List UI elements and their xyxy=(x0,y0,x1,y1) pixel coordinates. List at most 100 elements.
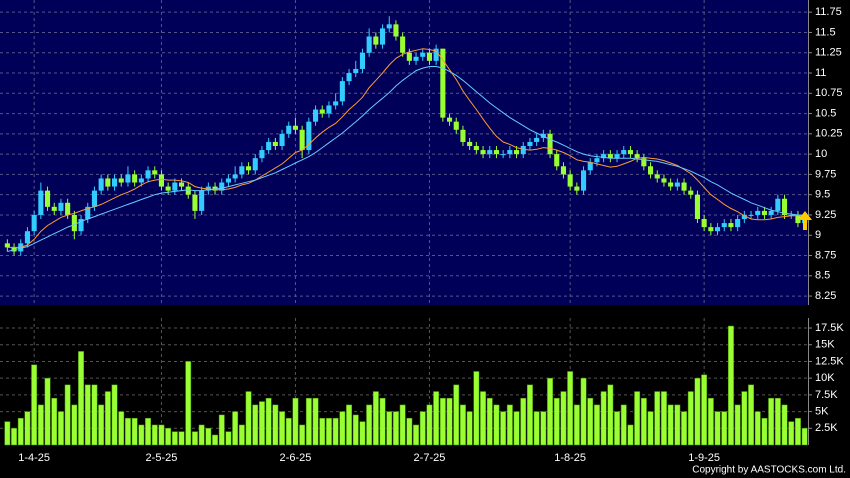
volume-bar xyxy=(547,377,553,446)
volume-bar xyxy=(252,404,259,446)
volume-bar xyxy=(533,411,540,446)
volume-bar xyxy=(366,404,373,446)
candle-body xyxy=(279,133,285,147)
candle-body xyxy=(313,109,319,122)
candle-body xyxy=(701,219,707,228)
candle-body xyxy=(172,182,178,191)
volume-bar xyxy=(600,391,607,446)
candle-body xyxy=(339,81,345,102)
volume-bar xyxy=(379,397,386,446)
y-tick-label: 9.5 xyxy=(815,189,830,201)
volume-bar xyxy=(433,391,440,446)
volume-bar xyxy=(165,428,172,446)
candle-body xyxy=(38,190,44,215)
candle-body xyxy=(527,141,533,147)
volume-bar xyxy=(131,418,138,446)
volume-bar xyxy=(138,424,145,446)
volume-bar xyxy=(259,401,265,446)
volume-layer: 2.5K 5K 7.5K 10K 12.5K 15K 17.5K 1-4-25 2-5-25 2-… xyxy=(0,318,844,464)
y-tick-label: 9.25 xyxy=(815,209,836,221)
candle-body xyxy=(380,28,386,45)
candle-body xyxy=(554,154,560,167)
x-tick-label: 1-4-25 xyxy=(18,452,50,464)
candle-body xyxy=(286,125,292,134)
candle-body xyxy=(560,166,566,175)
volume-bar xyxy=(11,428,17,446)
volume-bar xyxy=(31,364,38,446)
volume-bar xyxy=(272,404,279,446)
candle-body xyxy=(51,206,57,211)
candle-body xyxy=(741,214,747,220)
volume-axis-line xyxy=(808,318,809,445)
volume-bar xyxy=(614,411,620,446)
candle-body xyxy=(547,133,553,155)
volume-bar xyxy=(493,404,500,446)
volume-bar xyxy=(145,418,151,446)
volume-bar xyxy=(587,397,594,446)
volume-bar xyxy=(372,391,379,446)
candle-body xyxy=(400,36,406,53)
volume-bar xyxy=(721,411,728,446)
candle-body xyxy=(179,182,185,187)
volume-bar xyxy=(788,421,795,446)
volume-bar xyxy=(573,404,580,446)
candle-body xyxy=(272,141,278,147)
candle-body xyxy=(587,162,593,171)
candle-body xyxy=(78,219,84,232)
candle-body xyxy=(607,154,613,159)
candle-body xyxy=(594,158,600,163)
y-tick-label: 10.25 xyxy=(815,128,843,140)
candle-body xyxy=(715,227,721,232)
y-tick-label: 8.5 xyxy=(815,270,830,282)
candle-body xyxy=(634,154,640,159)
candle-body xyxy=(748,214,754,216)
candle-body xyxy=(467,141,473,147)
candle-body xyxy=(246,166,252,171)
volume-bar xyxy=(232,411,239,446)
volume-bar xyxy=(4,421,11,446)
y-tick-label: 9 xyxy=(815,229,821,241)
candle-body xyxy=(259,150,265,159)
volume-bar xyxy=(185,361,192,446)
volume-bar xyxy=(58,411,64,446)
volume-bar xyxy=(279,411,285,446)
volume-bar xyxy=(446,397,453,446)
volume-bar xyxy=(171,431,178,446)
volume-bar xyxy=(312,397,319,446)
volume-bar xyxy=(37,404,44,446)
candle-body xyxy=(487,150,493,155)
candle-body xyxy=(165,186,171,191)
volume-bar xyxy=(781,404,788,446)
volume-bar xyxy=(748,384,754,446)
candle-body xyxy=(581,170,587,191)
candle-body xyxy=(232,174,238,179)
x-tick-label: 1-8-25 xyxy=(554,452,586,464)
candle-body xyxy=(681,182,687,191)
x-tick-label: 2-5-25 xyxy=(146,452,178,464)
candle-body xyxy=(688,190,694,195)
candle-body xyxy=(500,154,506,156)
volume-bar xyxy=(104,391,111,446)
volume-bar xyxy=(359,421,366,446)
volume-bar xyxy=(319,418,326,446)
volume-bar xyxy=(466,411,473,446)
y-tick-label: 7.5K xyxy=(815,389,838,401)
volume-bar xyxy=(707,397,714,446)
candle-body xyxy=(112,178,118,187)
volume-bar xyxy=(91,384,98,446)
volume-bar xyxy=(560,391,567,446)
volume-bar xyxy=(218,414,225,446)
candle-body xyxy=(413,56,419,61)
moving-average xyxy=(7,66,805,252)
volume-bar xyxy=(339,411,346,446)
y-tick-label: 10 xyxy=(815,148,827,160)
candle-body xyxy=(735,219,741,228)
volume-bar xyxy=(567,371,574,446)
candle-body xyxy=(493,150,499,155)
volume-bar xyxy=(627,424,634,446)
volume-bar xyxy=(795,418,801,446)
candle-body xyxy=(91,190,97,207)
volume-bar xyxy=(386,411,393,446)
candle-body xyxy=(105,178,111,187)
volume-bar xyxy=(332,418,339,446)
